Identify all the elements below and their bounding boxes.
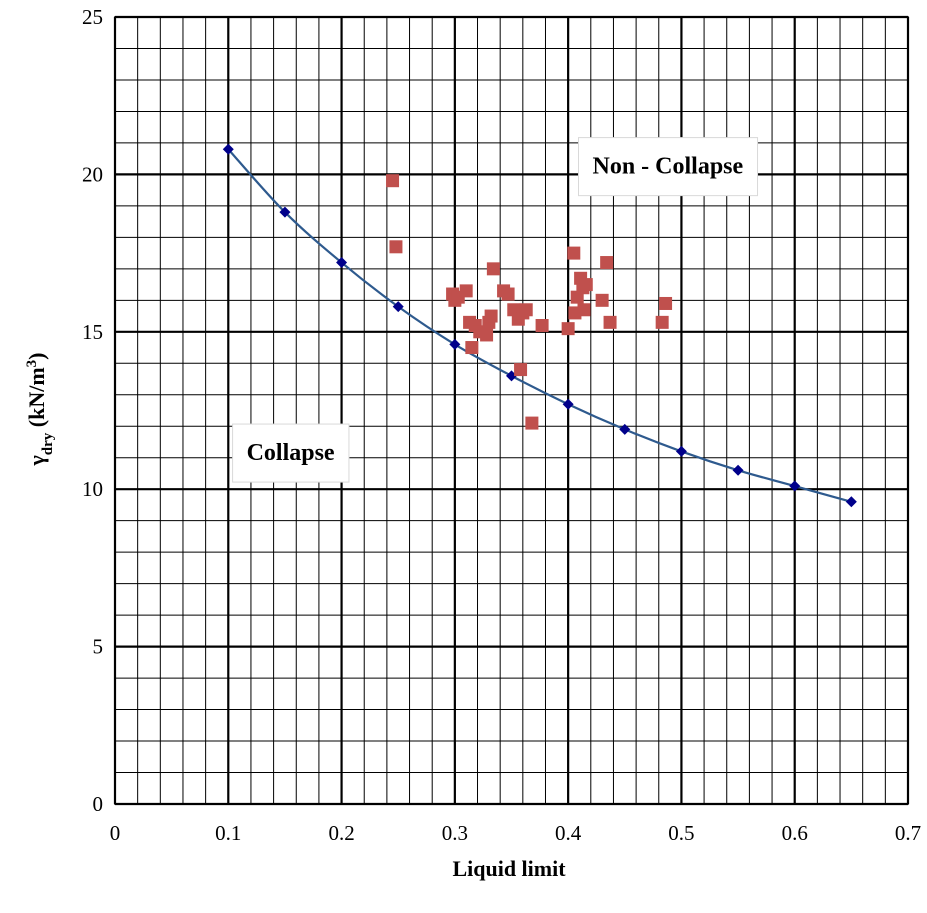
square-point	[567, 246, 581, 260]
major-gridlines	[113, 15, 910, 806]
square-point	[484, 309, 498, 323]
x-tick-label: 0.7	[895, 821, 921, 845]
annotation-text: Collapse	[247, 440, 335, 466]
annotations: Non - Collapse Collapse	[232, 137, 759, 483]
y-axis-title-subscript: dry	[40, 432, 56, 455]
plot-area-border	[114, 16, 909, 805]
y-tick-label: 15	[82, 320, 103, 344]
square-point	[525, 416, 539, 430]
y-tick-label: 5	[93, 635, 104, 659]
annotation-box: Collapse	[232, 423, 350, 483]
square-point	[389, 240, 403, 254]
square-point	[600, 256, 614, 270]
y-tick-label: 25	[82, 5, 103, 29]
diamond-point	[675, 445, 687, 457]
square-point	[561, 322, 575, 336]
square-point	[603, 315, 617, 329]
square-point	[459, 284, 473, 298]
y-axis-title: γdry (kN/m3)	[24, 352, 56, 466]
diamond-point	[449, 338, 461, 350]
plot-frame	[114, 16, 909, 805]
y-tick-label: 10	[82, 477, 103, 501]
x-tick-label: 0.3	[442, 821, 468, 845]
diamond-point	[279, 206, 291, 218]
diamond-point	[336, 257, 348, 269]
tick-labels: 0 0.1 0.2 0.3 0.4 0.5 0.6 0.7 0 5 10 15 20 25	[82, 5, 921, 845]
x-axis-title: Liquid limit	[452, 856, 566, 881]
annotation-text: Non - Collapse	[592, 154, 743, 180]
annotation-box: Non - Collapse	[577, 137, 759, 197]
diamond-point	[845, 496, 857, 508]
diamond-point	[222, 143, 234, 155]
x-tick-label: 0.5	[668, 821, 694, 845]
y-tick-label: 0	[93, 792, 104, 816]
square-point	[480, 328, 494, 342]
diamond-point	[562, 398, 574, 410]
y-axis-title-symbol: γ	[24, 455, 49, 466]
square-point	[659, 296, 673, 310]
square-point	[535, 319, 549, 333]
x-tick-label: 0.2	[328, 821, 354, 845]
x-tick-label: 0.1	[215, 821, 241, 845]
square-point	[519, 303, 533, 317]
minor-gridlines	[115, 17, 908, 804]
data-points-layer	[222, 143, 857, 508]
square-point	[514, 363, 528, 377]
square-point	[579, 278, 593, 292]
x-tick-label: 0.6	[782, 821, 808, 845]
square-point	[655, 315, 669, 329]
diamond-point	[392, 301, 404, 313]
y-axis-title-unit-exponent: 3	[24, 360, 40, 368]
y-axis-title-unit-close: )	[24, 352, 49, 359]
diamond-point	[732, 464, 744, 476]
diamond-point	[619, 423, 631, 435]
square-point	[595, 293, 609, 307]
annotation-background	[232, 423, 350, 483]
x-tick-label: 0.4	[555, 821, 582, 845]
annotation-background	[577, 137, 759, 197]
y-tick-label: 20	[82, 162, 103, 186]
diamond-point	[789, 480, 801, 492]
square-point	[501, 287, 515, 301]
x-tick-label: 0	[110, 821, 121, 845]
square-point	[577, 303, 591, 317]
square-point	[386, 174, 400, 188]
y-axis-title-unit: (kN/m	[24, 367, 49, 432]
square-point	[486, 262, 500, 276]
square-point	[465, 341, 479, 355]
